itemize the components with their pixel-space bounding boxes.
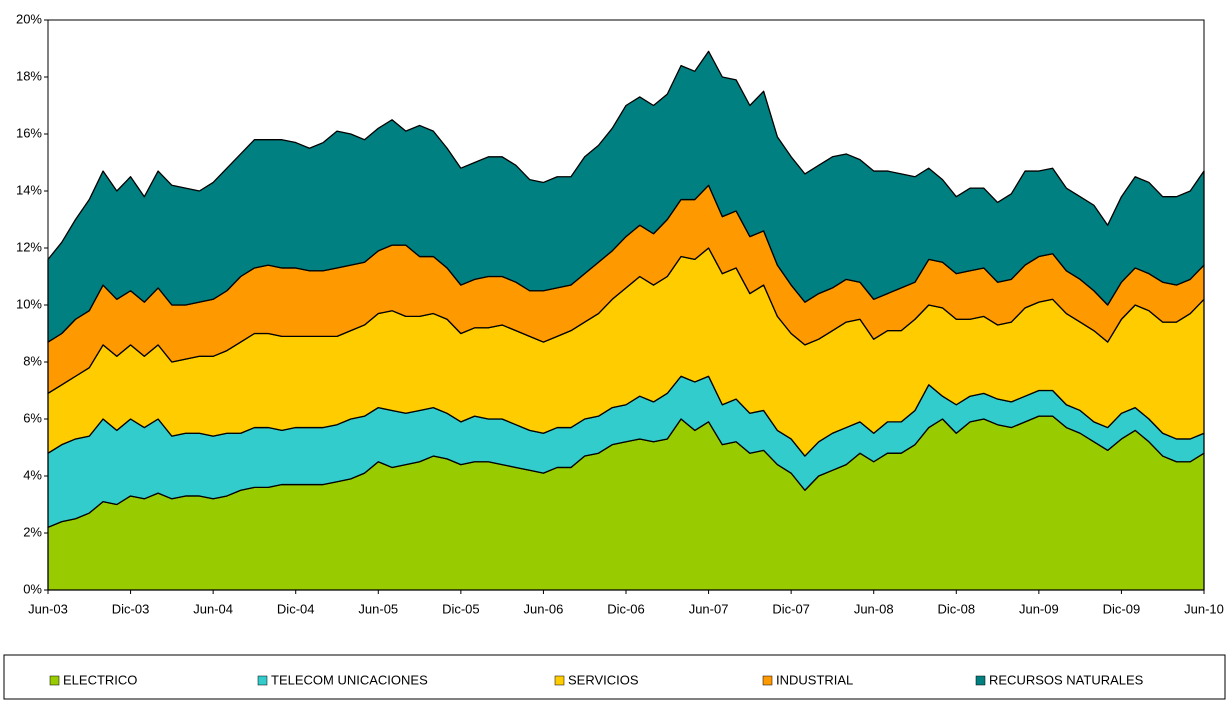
x-tick-label: Dic-06	[607, 601, 645, 616]
legend-swatch	[975, 675, 986, 686]
y-tick-label: 10%	[16, 296, 42, 311]
y-tick-label: 14%	[16, 182, 42, 197]
y-tick-label: 4%	[23, 467, 42, 482]
legend-swatch	[554, 675, 565, 686]
x-tick-label: Jun-06	[524, 601, 564, 616]
y-tick-label: 8%	[23, 353, 42, 368]
y-tick-label: 16%	[16, 125, 42, 140]
x-tick-label: Jun-10	[1184, 601, 1224, 616]
legend-label: INDUSTRIAL	[776, 672, 853, 687]
x-tick-label: Jun-03	[28, 601, 68, 616]
x-tick-label: Dic-07	[772, 601, 810, 616]
legend-label: RECURSOS NATURALES	[989, 672, 1144, 687]
x-tick-label: Dic-08	[937, 601, 975, 616]
y-tick-label: 12%	[16, 239, 42, 254]
x-tick-label: Dic-04	[277, 601, 315, 616]
x-tick-label: Dic-09	[1103, 601, 1141, 616]
x-tick-label: Dic-05	[442, 601, 480, 616]
legend-label: SERVICIOS	[568, 672, 639, 687]
legend-swatch	[49, 675, 60, 686]
legend-swatch	[257, 675, 268, 686]
y-tick-label: 6%	[23, 410, 42, 425]
x-tick-label: Jun-04	[193, 601, 233, 616]
x-tick-label: Jun-07	[689, 601, 729, 616]
y-tick-label: 2%	[23, 524, 42, 539]
x-tick-label: Dic-03	[112, 601, 150, 616]
legend-label: TELECOM UNICACIONES	[271, 672, 428, 687]
x-tick-label: Jun-05	[358, 601, 398, 616]
x-tick-label: Jun-09	[1019, 601, 1059, 616]
y-tick-label: 20%	[16, 11, 42, 26]
x-tick-label: Jun-08	[854, 601, 894, 616]
legend-box	[3, 654, 1226, 700]
legend-swatch	[762, 675, 773, 686]
y-tick-label: 18%	[16, 68, 42, 83]
y-tick-label: 0%	[23, 581, 42, 596]
legend-label: ELECTRICO	[63, 672, 137, 687]
